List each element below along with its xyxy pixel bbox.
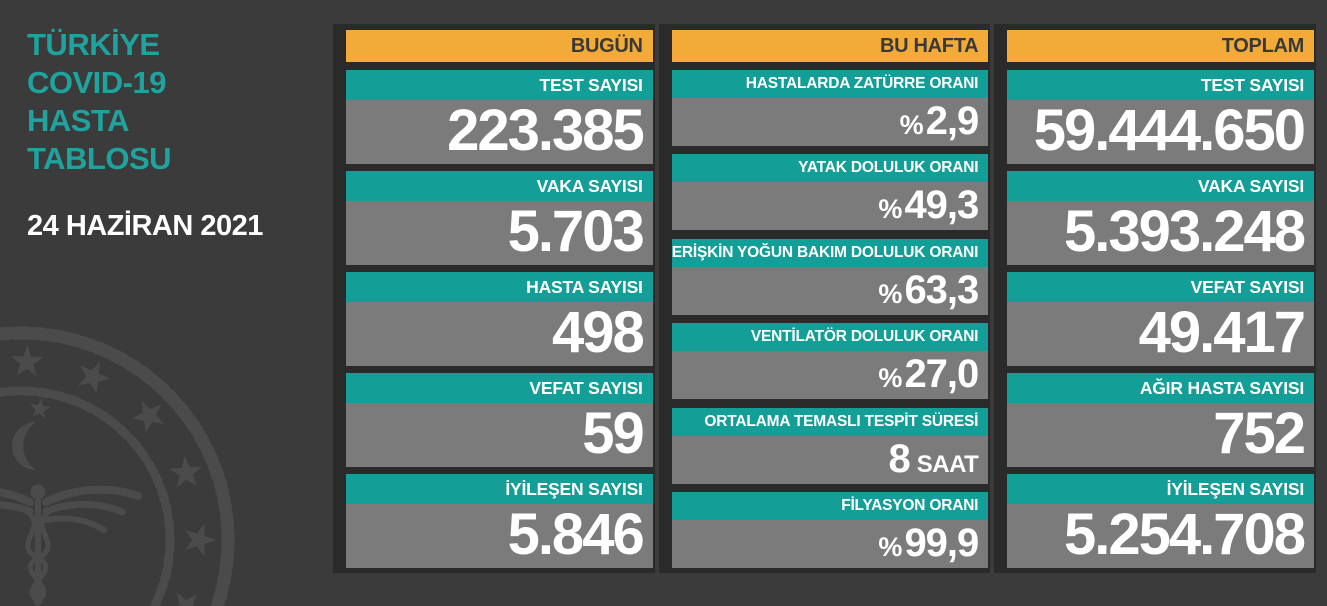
stat-value: 59 <box>346 403 653 467</box>
stat-value-prefix: % <box>878 363 903 394</box>
stat-value-number: 752 <box>1213 403 1306 466</box>
stat-value: % 27,0 <box>671 351 989 400</box>
report-date: 24 HAZİRAN 2021 <box>27 210 263 242</box>
stat-value-number: 8 <box>888 436 910 481</box>
stat-card: İYİLEŞEN SAYISI 5.846 <box>346 474 653 568</box>
stat-value-prefix: % <box>878 194 903 225</box>
stat-value: 752 <box>1007 403 1315 467</box>
stat-label: VEFAT SAYISI <box>346 373 653 403</box>
stat-value-number: 5.703 <box>507 201 645 264</box>
stat-card: HASTALARDA ZATÜRRE ORANI % 2,9 <box>671 70 989 146</box>
stats-column-bugun: BUGÜN TEST SAYISI 223.385 VAKA SAYISI 5.… <box>333 24 655 573</box>
stat-value-prefix: % <box>878 531 903 562</box>
stat-label: YATAK DOLULUK ORANI <box>671 154 989 183</box>
stat-value: % 2,9 <box>671 98 989 146</box>
stat-card: VEFAT SAYISI 59 <box>346 373 653 467</box>
stat-value: 5.703 <box>346 201 653 265</box>
page-title-line: COVID-19 <box>27 65 166 100</box>
stat-label: FİLYASYON ORANI <box>671 491 989 520</box>
stat-value-number: 2,9 <box>925 99 980 143</box>
stat-label: TEST SAYISI <box>346 70 653 100</box>
stat-label: İYİLEŞEN SAYISI <box>346 474 653 504</box>
ministry-of-health-emblem-icon <box>0 326 235 606</box>
stat-label: VAKA SAYISI <box>346 171 653 201</box>
stat-value: % 99,9 <box>671 519 989 568</box>
stat-value-number: 63,3 <box>904 267 979 312</box>
stat-value-number: 99,9 <box>904 520 979 565</box>
crescent-icon <box>12 422 36 470</box>
column-cards: HASTALARDA ZATÜRRE ORANI % 2,9 YATAK DOL… <box>671 70 989 568</box>
stat-value-number: 223.385 <box>447 100 645 163</box>
column-header: BUGÜN <box>346 30 653 62</box>
stat-value: 5.846 <box>346 504 653 568</box>
stat-card: VENTİLATÖR DOLULUK ORANI % 27,0 <box>671 323 989 400</box>
page-title: TÜRKİYE COVID-19 HASTA TABLOSU <box>27 26 317 178</box>
stat-value-number: 5.846 <box>507 504 645 567</box>
stat-value-number: 27,0 <box>904 352 979 397</box>
stat-label: VEFAT SAYISI <box>1007 272 1315 302</box>
page-title-line: HASTA <box>27 103 129 138</box>
stat-label: AĞIR HASTA SAYISI <box>1007 373 1315 403</box>
stat-value: 8 SAAT <box>671 435 989 484</box>
stat-value: 223.385 <box>346 100 653 164</box>
stats-column-bu-hafta: BU HAFTA HASTALARDA ZATÜRRE ORANI % 2,9 … <box>658 24 991 573</box>
stat-card: AĞIR HASTA SAYISI 752 <box>1007 373 1315 467</box>
column-header: TOPLAM <box>1007 30 1315 62</box>
stat-card: HASTA SAYISI 498 <box>346 272 653 366</box>
stat-card: VAKA SAYISI 5.703 <box>346 171 653 265</box>
stat-value-number: 49,3 <box>904 183 979 228</box>
stats-columns: BUGÜN TEST SAYISI 223.385 VAKA SAYISI 5.… <box>333 24 1317 573</box>
stat-value: % 63,3 <box>671 266 989 315</box>
stat-label: VENTİLATÖR DOLULUK ORANI <box>671 323 989 352</box>
stat-value: 5.254.708 <box>1007 504 1315 568</box>
stat-value-number: 49.417 <box>1138 302 1306 365</box>
stat-value: 498 <box>346 302 653 366</box>
stat-value-prefix: % <box>878 278 903 309</box>
stat-card: YATAK DOLULUK ORANI % 49,3 <box>671 154 989 231</box>
stat-label: ORTALAMA TEMASLI TESPİT SÜRESİ <box>671 407 989 436</box>
left-panel: TÜRKİYE COVID-19 HASTA TABLOSU 24 HAZİRA… <box>27 26 317 243</box>
stat-label: İYİLEŞEN SAYISI <box>1007 474 1315 504</box>
stat-label: ERİŞKİN YOĞUN BAKIM DOLULUK ORANI <box>671 238 989 267</box>
stat-card: TEST SAYISI 59.444.650 <box>1007 70 1315 164</box>
stat-value-number: 59.444.650 <box>1033 100 1306 163</box>
stats-column-toplam: TOPLAM TEST SAYISI 59.444.650 VAKA SAYIS… <box>994 24 1317 573</box>
emblem-stars <box>10 345 216 606</box>
stat-card: FİLYASYON ORANI % 99,9 <box>671 491 989 568</box>
stat-label: HASTA SAYISI <box>346 272 653 302</box>
caduceus-icon <box>0 484 142 606</box>
stat-label: TEST SAYISI <box>1007 70 1315 100</box>
stat-card: VAKA SAYISI 5.393.248 <box>1007 171 1315 265</box>
stat-card: İYİLEŞEN SAYISI 5.254.708 <box>1007 474 1315 568</box>
column-header: BU HAFTA <box>671 30 989 62</box>
page-title-line: TABLOSU <box>27 141 172 176</box>
stat-value-number: 5.393.248 <box>1063 201 1306 264</box>
stat-value-number: 59 <box>582 403 644 466</box>
stat-value-prefix: % <box>899 110 924 140</box>
column-cards: TEST SAYISI 223.385 VAKA SAYISI 5.703 HA… <box>346 70 653 568</box>
stat-value: 49.417 <box>1007 302 1315 366</box>
stat-value: 5.393.248 <box>1007 201 1315 265</box>
stat-card: VEFAT SAYISI 49.417 <box>1007 272 1315 366</box>
stat-value-suffix: SAAT <box>916 450 979 478</box>
stat-value: % 49,3 <box>671 182 989 231</box>
column-cards: TEST SAYISI 59.444.650 VAKA SAYISI 5.393… <box>1007 70 1315 568</box>
stat-card: ERİŞKİN YOĞUN BAKIM DOLULUK ORANI % 63,3 <box>671 238 989 315</box>
stat-value-number: 498 <box>551 302 645 365</box>
stat-label: HASTALARDA ZATÜRRE ORANI <box>671 70 989 98</box>
stat-card: TEST SAYISI 223.385 <box>346 70 653 164</box>
stat-value: 59.444.650 <box>1007 100 1315 164</box>
stat-card: ORTALAMA TEMASLI TESPİT SÜRESİ 8 SAAT <box>671 407 989 484</box>
stat-label: VAKA SAYISI <box>1007 171 1315 201</box>
stat-value-number: 5.254.708 <box>1063 504 1306 567</box>
page-title-line: TÜRKİYE <box>27 27 160 62</box>
crescent-star-icon <box>30 398 51 419</box>
